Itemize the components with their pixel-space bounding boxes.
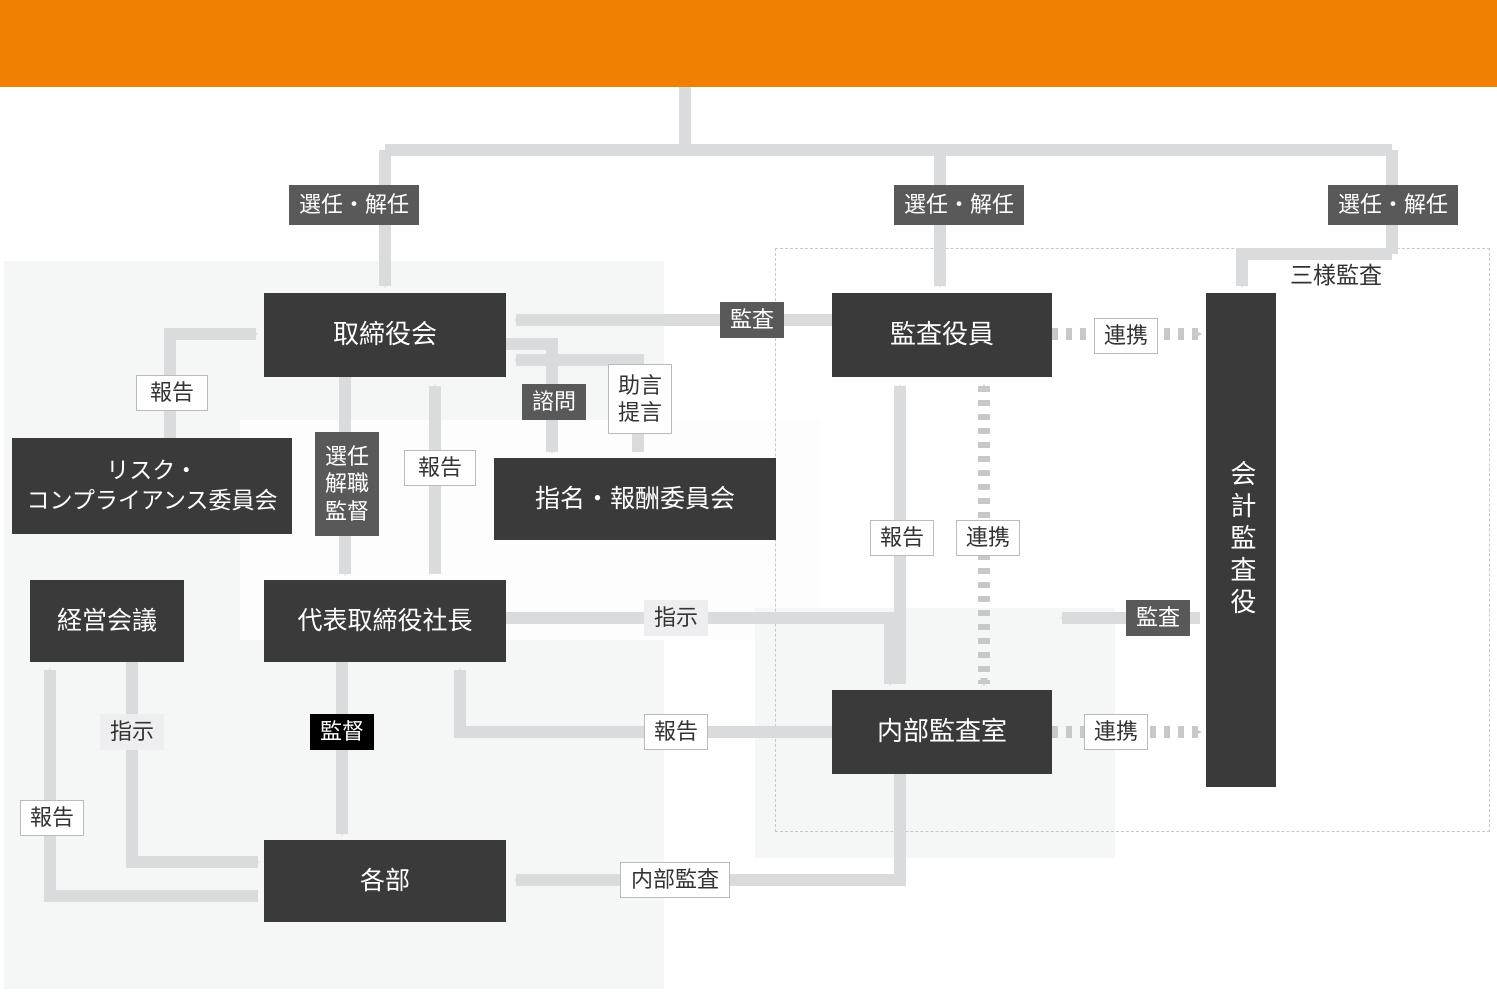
edge-label-senkai-kaishoku-kantoku: 選任解職監督 (315, 432, 379, 536)
node-torishimariyakukai: 取締役会 (264, 293, 506, 377)
node-kaikei-kansayaku: 会計監査役 (1206, 293, 1276, 787)
node-daihyo-torishimariyaku: 代表取締役社長 (264, 580, 506, 662)
edge-label-renkei-3: 連携 (1084, 714, 1148, 750)
diagram-canvas: 取締役会リスク・コンプライアンス委員会 指名・報酬委員会代表取締役社長経営会議各部… (0, 0, 1497, 1006)
edge-label-senkai-kainin-2: 選任・解任 (894, 185, 1024, 225)
edge-label-renkei-2: 連携 (956, 520, 1020, 556)
node-keiei-kaigi: 経営会議 (30, 580, 184, 662)
node-naibu-kansa-shitsu: 内部監査室 (832, 690, 1052, 774)
edge-label-hokoku-2: 報告 (404, 450, 476, 486)
edge-label-kansa-1: 監査 (720, 302, 784, 338)
edge-label-shiji-1: 指示 (644, 600, 708, 636)
edge-label-kantoku: 監督 (310, 714, 374, 750)
edge-label-shimon: 諮問 (522, 384, 586, 420)
edge-label-shiji-2: 指示 (100, 714, 164, 750)
edge-label-hokoku-1: 報告 (136, 375, 208, 411)
edge-label-hokoku-5: 報告 (20, 800, 84, 836)
edge-label-naibu-kansa: 内部監査 (620, 862, 730, 898)
node-kansa-yakuin: 監査役員 (832, 293, 1052, 377)
edge-label-jogen-teigen: 助言提言 (608, 364, 672, 434)
edge-label-kansa-2: 監査 (1126, 600, 1190, 636)
edge-label-hokoku-3: 報告 (870, 520, 934, 556)
node-shimei-hoshu: 指名・報酬委員会 (494, 458, 776, 540)
node-kakubu: 各部 (264, 840, 506, 922)
node-risk-compliance: リスク・コンプライアンス委員会 (12, 438, 292, 534)
header-bar (0, 0, 1497, 87)
edge-label-hokoku-4: 報告 (644, 714, 708, 750)
label-sanyo-kansa: 三様監査 (1290, 256, 1382, 290)
edge-label-senkai-kainin-3: 選任・解任 (1328, 185, 1458, 225)
edge-label-senkai-kainin-1: 選任・解任 (289, 185, 419, 225)
edge-label-renkei-1: 連携 (1094, 318, 1158, 354)
